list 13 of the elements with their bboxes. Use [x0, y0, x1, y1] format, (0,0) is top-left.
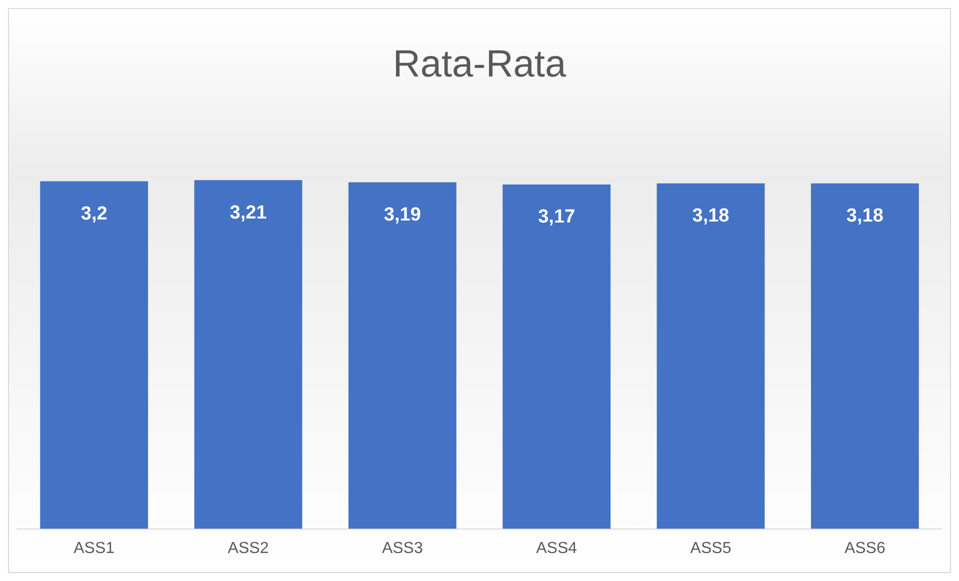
x-tick-label: ASS2 [228, 540, 269, 557]
data-label: 3,19 [384, 204, 421, 226]
x-tick-label: ASS6 [844, 540, 886, 557]
x-tick-label: ASS4 [536, 540, 578, 557]
data-label: 3,17 [538, 206, 576, 228]
x-tick-label: ASS3 [382, 540, 423, 557]
chart-title: Rata-Rata [392, 43, 567, 86]
data-label: 3,18 [846, 206, 884, 227]
data-label: 3,2 [80, 203, 108, 224]
data-label: 3,18 [692, 206, 730, 227]
data-label: 3,21 [230, 202, 268, 224]
x-tick-label: ASS5 [690, 540, 732, 557]
x-tick-label: ASS1 [74, 540, 115, 557]
